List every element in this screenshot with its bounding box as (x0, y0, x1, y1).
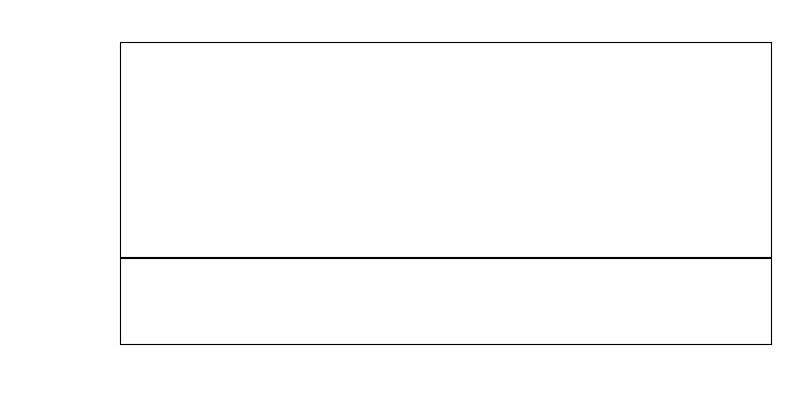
spectrum-panel-frame (119, 41, 773, 259)
error-panel-frame (119, 257, 773, 346)
error-panel (119, 257, 773, 346)
spectrum-panel (119, 41, 773, 259)
